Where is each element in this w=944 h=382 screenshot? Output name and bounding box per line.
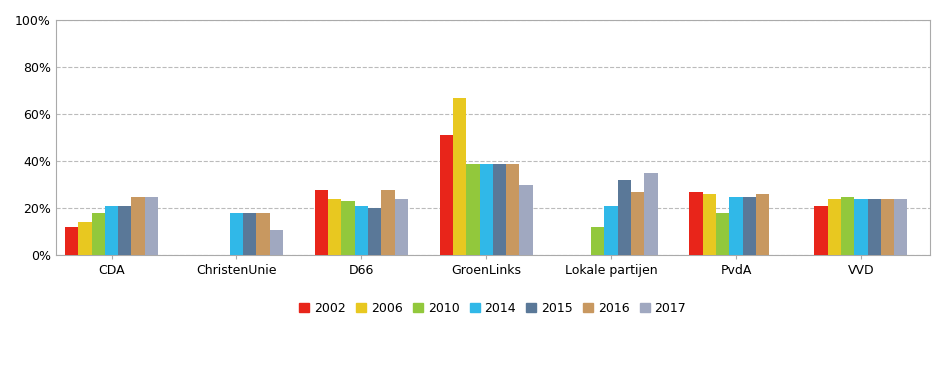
Bar	[880, 199, 893, 256]
Bar	[827, 199, 840, 256]
Bar	[729, 197, 742, 256]
Bar	[131, 197, 144, 256]
Bar	[256, 213, 269, 256]
Bar	[243, 213, 256, 256]
Bar	[853, 199, 867, 256]
Bar	[506, 163, 519, 256]
Bar	[118, 206, 131, 256]
Bar	[380, 189, 395, 256]
Bar	[439, 135, 452, 256]
Bar	[867, 199, 880, 256]
Bar	[644, 173, 657, 256]
Bar	[479, 163, 493, 256]
Bar	[395, 199, 408, 256]
Bar	[78, 222, 92, 256]
Bar	[617, 180, 631, 256]
Bar	[269, 230, 282, 256]
Bar	[229, 213, 243, 256]
Bar	[105, 206, 118, 256]
Legend: 2002, 2006, 2010, 2014, 2015, 2016, 2017: 2002, 2006, 2010, 2014, 2015, 2016, 2017	[295, 297, 691, 320]
Bar	[840, 197, 853, 256]
Bar	[755, 194, 768, 256]
Bar	[314, 189, 328, 256]
Bar	[328, 199, 341, 256]
Bar	[591, 227, 604, 256]
Bar	[144, 197, 158, 256]
Bar	[341, 201, 354, 256]
Bar	[354, 206, 367, 256]
Bar	[519, 185, 532, 256]
Bar	[452, 98, 465, 256]
Bar	[465, 163, 479, 256]
Bar	[689, 192, 702, 256]
Bar	[92, 213, 105, 256]
Bar	[65, 227, 78, 256]
Bar	[702, 194, 716, 256]
Bar	[742, 197, 755, 256]
Bar	[631, 192, 644, 256]
Bar	[493, 163, 506, 256]
Bar	[716, 213, 729, 256]
Bar	[367, 208, 380, 256]
Bar	[814, 206, 827, 256]
Bar	[893, 199, 906, 256]
Bar	[604, 206, 617, 256]
